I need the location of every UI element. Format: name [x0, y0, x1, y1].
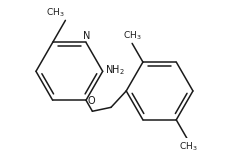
- Text: O: O: [88, 96, 96, 106]
- Text: CH$_3$: CH$_3$: [179, 140, 197, 153]
- Text: NH$_2$: NH$_2$: [105, 63, 125, 77]
- Text: N: N: [83, 31, 90, 41]
- Text: CH$_3$: CH$_3$: [46, 6, 64, 19]
- Text: CH$_3$: CH$_3$: [123, 29, 142, 42]
